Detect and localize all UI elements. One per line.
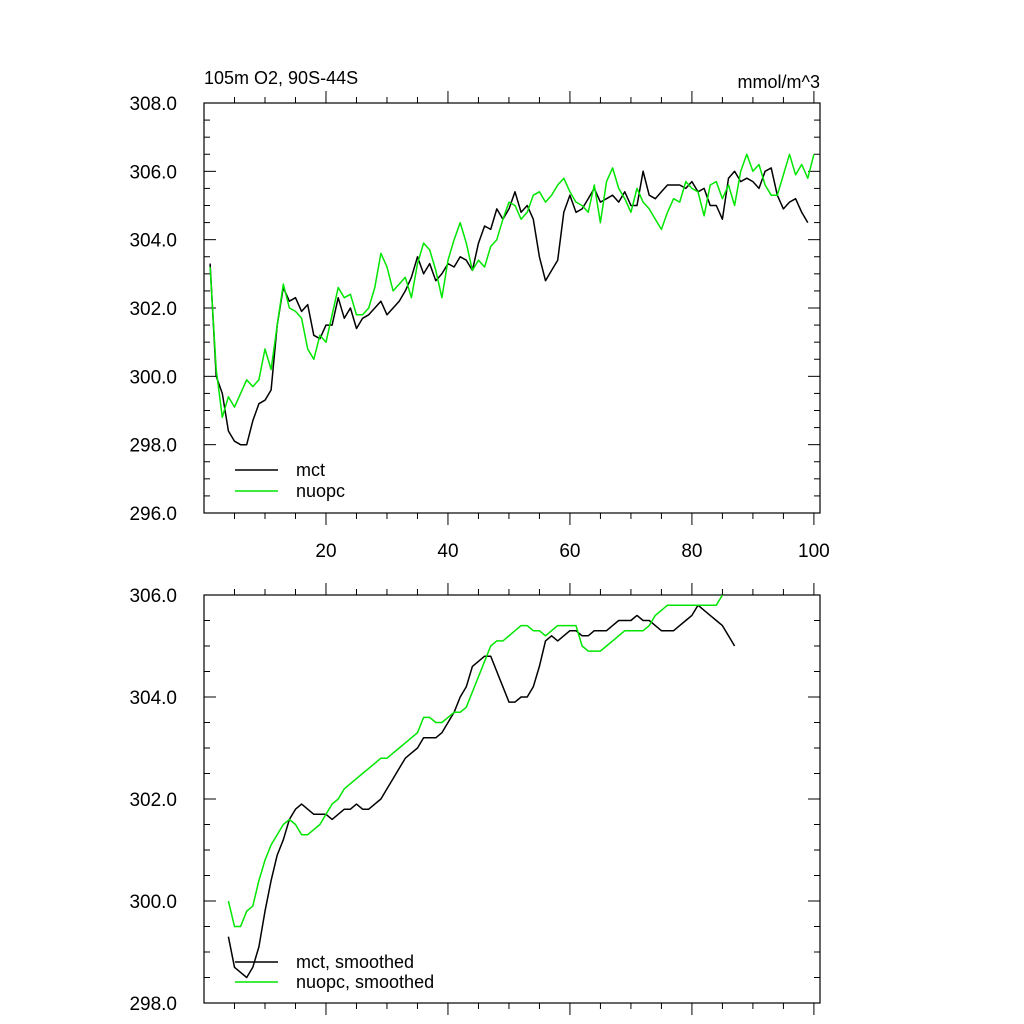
- legend-label-nuopc-smoothed: nuopc, smoothed: [296, 972, 434, 992]
- y-tick-label: 302.0: [129, 790, 177, 811]
- x-tick-label: 40: [437, 541, 458, 562]
- series-group: [227, 594, 736, 979]
- x-tick-label: 60: [559, 541, 580, 562]
- y-tick-label: 306.0: [129, 586, 177, 607]
- series-line-nuopc-smoothed: [227, 594, 724, 928]
- y-tick-label: 300.0: [129, 367, 177, 388]
- plot-frame: [203, 102, 821, 514]
- plot-frame: [203, 594, 821, 1004]
- y-tick-label: 296.0: [129, 504, 177, 525]
- chart-title-units: mmol/m^3: [738, 72, 820, 92]
- x-tick-label: 100: [798, 541, 830, 562]
- top-panel: 105m O2, 90S-44S mmol/m^3 296.0 298.0 300.…: [129, 68, 829, 562]
- legend: mct nuopc: [235, 460, 345, 501]
- legend-label-mct: mct: [296, 460, 325, 480]
- y-tick-label: 300.0: [129, 892, 177, 913]
- y-tick-label: 298.0: [129, 994, 177, 1015]
- y-tick-label: 302.0: [129, 299, 177, 320]
- y-tick-label: 308.0: [129, 94, 177, 115]
- y-tick-label: 298.0: [129, 436, 177, 457]
- ticks-and-labels: 298.0 300.0 302.0 304.0 306.0: [129, 583, 820, 1015]
- series-group: [209, 153, 815, 446]
- legend-label-mct-smoothed: mct, smoothed: [296, 952, 414, 972]
- series-line-mct: [209, 167, 809, 446]
- series-line-nuopc: [209, 153, 815, 419]
- bottom-panel: 298.0 300.0 302.0 304.0 306.0 mct, smoothed …: [129, 583, 821, 1015]
- x-tick-label: 20: [315, 541, 336, 562]
- y-tick-label: 304.0: [129, 231, 177, 252]
- legend: mct, smoothed nuopc, smoothed: [235, 952, 434, 992]
- legend-label-nuopc: nuopc: [296, 481, 345, 501]
- ticks-and-labels: 296.0 298.0 300.0 302.0 304.0 306.0 308.0 20 40 6…: [129, 91, 830, 562]
- chart-title-left: 105m O2, 90S-44S: [204, 68, 358, 88]
- x-tick-label: 80: [681, 541, 702, 562]
- y-tick-label: 304.0: [129, 688, 177, 709]
- y-tick-label: 306.0: [129, 162, 177, 183]
- series-line-mct-smoothed: [227, 604, 736, 979]
